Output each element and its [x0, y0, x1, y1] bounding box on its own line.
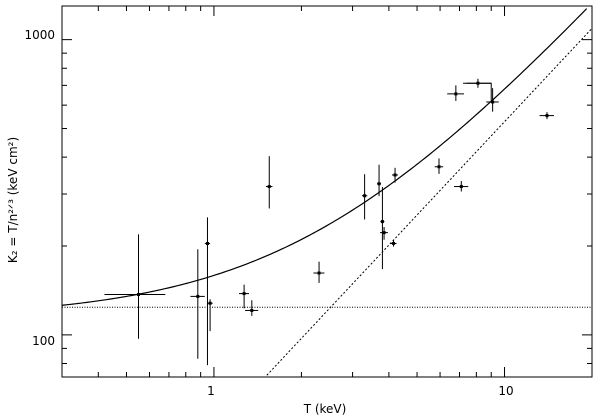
y-tick-label-100: 100 — [32, 334, 55, 348]
point-marker — [377, 182, 381, 186]
data-point — [207, 299, 213, 332]
point-marker — [250, 308, 254, 312]
x-tick-label-1: 1 — [207, 384, 215, 398]
y-axis-label: K₂ = T/n²ᐟ³ (keV cm²) — [6, 137, 20, 263]
data-point — [239, 284, 249, 309]
model-curve-solid — [61, 8, 588, 306]
x-axis-label: T (keV) — [303, 402, 347, 416]
data-point — [539, 112, 555, 120]
data-point — [265, 156, 273, 209]
point-marker — [208, 301, 212, 305]
model-curve-dashed — [266, 28, 593, 376]
data-points — [104, 78, 555, 366]
point-marker — [242, 292, 246, 296]
data-point — [204, 217, 211, 366]
data-point — [453, 181, 469, 192]
data-point — [486, 88, 499, 112]
point-marker — [317, 271, 321, 275]
point-marker — [196, 294, 200, 298]
point-marker — [459, 185, 463, 189]
data-point — [245, 300, 259, 316]
point-marker — [393, 173, 397, 177]
point-marker — [380, 220, 384, 224]
data-point — [447, 85, 464, 101]
y-tick-label-1000: 1000 — [24, 28, 55, 42]
data-point — [392, 167, 399, 183]
ticks — [61, 6, 593, 377]
point-marker — [545, 114, 549, 118]
point-marker — [392, 241, 396, 245]
point-marker — [267, 185, 271, 189]
point-marker — [491, 100, 495, 104]
point-marker — [382, 231, 386, 235]
curves — [61, 8, 593, 376]
point-marker — [136, 293, 140, 297]
x-tick-label-10: 10 — [498, 384, 513, 398]
data-point — [380, 186, 385, 270]
point-marker — [363, 194, 367, 198]
data-point — [380, 226, 388, 240]
point-marker — [205, 241, 209, 245]
data-point — [104, 234, 166, 339]
data-point — [434, 158, 444, 174]
data-point — [376, 164, 382, 197]
bracket-connector — [466, 82, 492, 102]
data-point — [390, 240, 397, 247]
plot-frame — [61, 5, 593, 378]
point-marker — [454, 92, 458, 96]
point-marker — [437, 165, 441, 169]
data-point — [313, 261, 325, 283]
data-point — [361, 174, 368, 220]
data-point — [190, 249, 205, 359]
